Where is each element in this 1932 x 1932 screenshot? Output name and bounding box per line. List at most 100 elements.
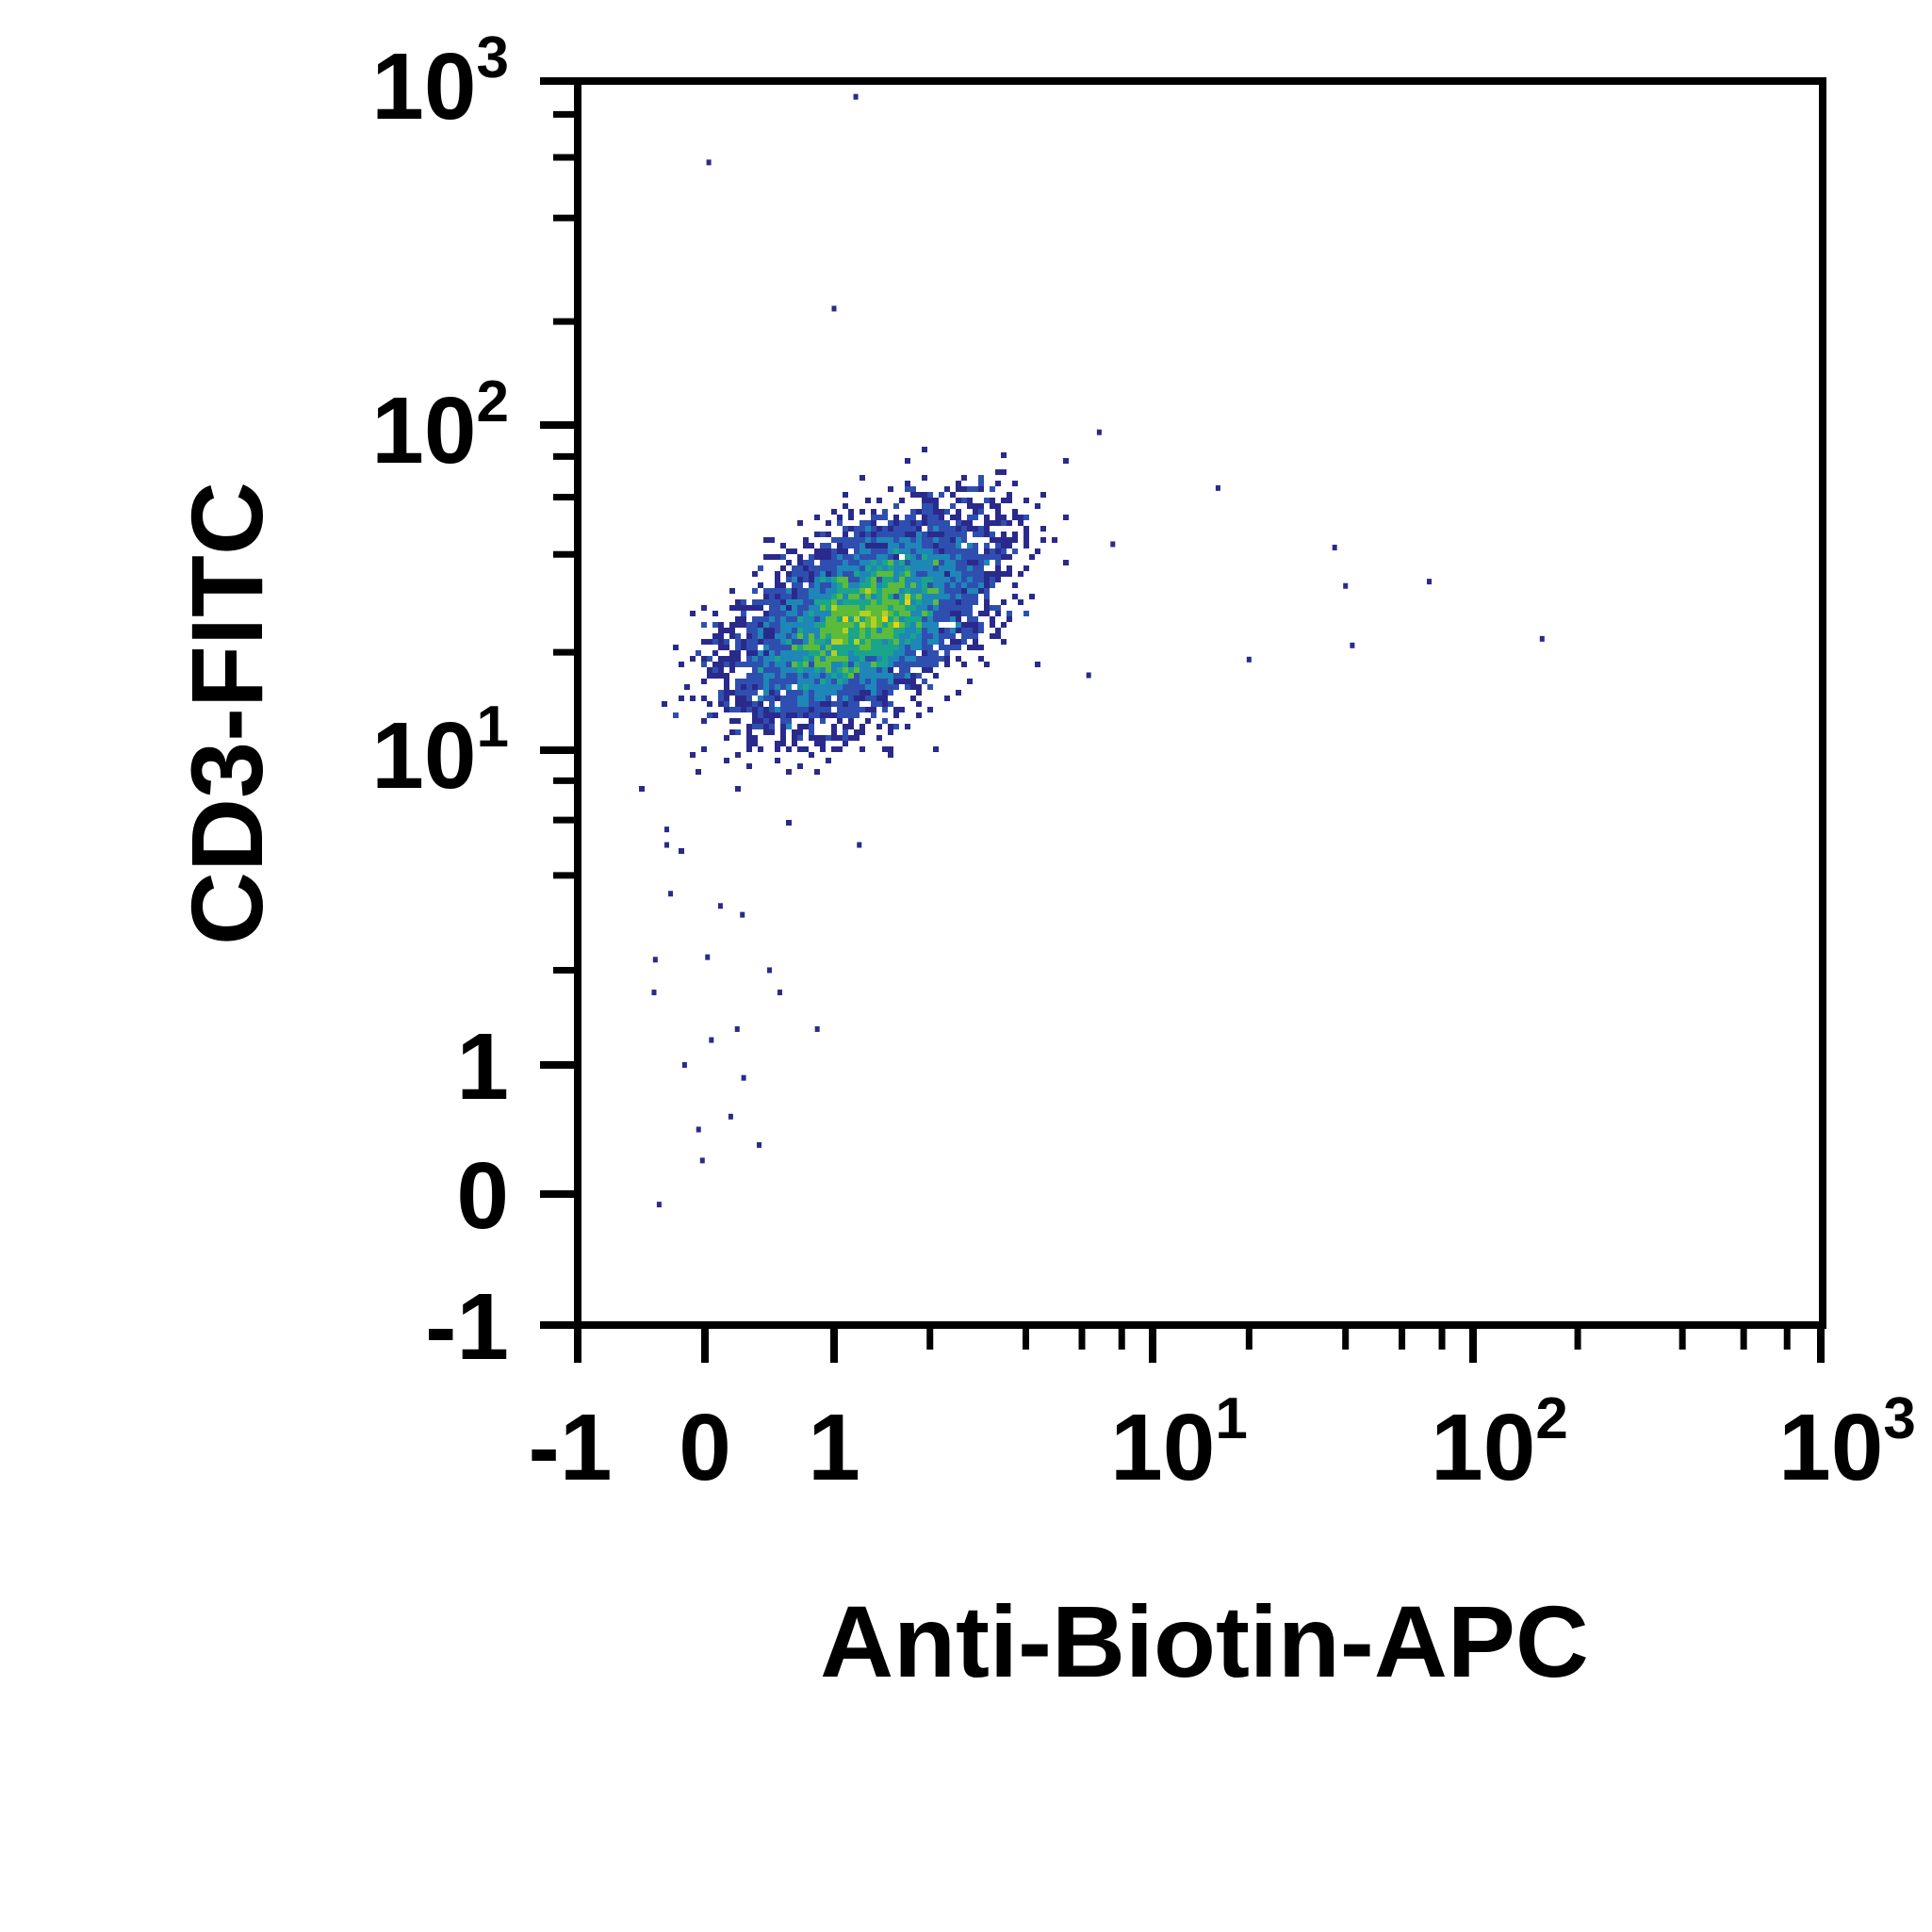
density-bin	[860, 605, 865, 611]
density-bin	[956, 554, 961, 560]
density-bin	[905, 628, 910, 633]
density-bin	[922, 594, 927, 599]
density-bin	[990, 605, 995, 611]
density-bin	[905, 486, 910, 492]
density-bin	[927, 616, 933, 622]
density-bin	[775, 616, 780, 622]
data-point	[740, 911, 745, 918]
density-bin	[916, 571, 922, 577]
density-bin	[837, 662, 843, 667]
density-bin	[843, 673, 848, 679]
density-bin	[871, 560, 876, 565]
density-bin	[927, 509, 933, 515]
density-bin	[990, 622, 995, 628]
density-bin	[826, 611, 831, 616]
density-bin	[910, 509, 916, 515]
density-bin	[888, 752, 893, 758]
density-bin	[905, 667, 910, 673]
density-bin	[888, 577, 893, 582]
data-point	[767, 967, 772, 974]
density-bin	[933, 520, 939, 526]
density-bin	[888, 548, 893, 554]
density-bin	[843, 741, 848, 746]
density-bin	[775, 662, 780, 667]
density-bin	[922, 616, 927, 622]
density-bin	[922, 532, 927, 537]
density-bin	[837, 673, 843, 679]
density-bin	[950, 565, 956, 571]
density-bin	[701, 622, 707, 628]
density-bin	[724, 735, 729, 741]
density-bin	[735, 656, 741, 662]
density-bin	[741, 679, 746, 684]
density-bin	[831, 690, 837, 696]
density-bin	[876, 628, 882, 633]
density-bin	[786, 645, 792, 650]
density-bin	[984, 577, 990, 582]
density-bin	[1023, 611, 1029, 616]
density-bin	[831, 509, 837, 515]
density-bin	[718, 701, 724, 707]
density-bin	[939, 560, 944, 565]
density-bin	[1007, 554, 1012, 560]
density-bin	[899, 616, 905, 622]
density-bin	[780, 729, 786, 735]
density-bin	[752, 684, 758, 690]
density-bin	[944, 548, 950, 554]
density-bin	[843, 582, 848, 588]
density-bin	[758, 599, 763, 605]
density-bin	[893, 577, 899, 582]
density-bin	[876, 735, 882, 741]
density-bin	[848, 701, 854, 707]
density-bin	[775, 712, 780, 718]
density-bin	[729, 588, 735, 594]
density-bin	[843, 548, 848, 554]
density-bin	[854, 712, 860, 718]
density-bin	[814, 645, 820, 650]
density-bin	[701, 746, 707, 752]
density-bin	[809, 616, 814, 622]
density-bin	[950, 554, 956, 560]
density-bin	[961, 526, 967, 532]
density-bin	[848, 577, 854, 582]
density-bin	[775, 554, 780, 560]
density-bin	[673, 712, 679, 718]
density-bin	[826, 701, 831, 707]
density-bin	[746, 746, 752, 752]
density-bin	[910, 515, 916, 520]
density-bin	[797, 667, 803, 673]
density-bin	[893, 650, 899, 656]
data-point	[656, 1202, 662, 1208]
density-bin	[984, 560, 990, 565]
density-bin	[843, 577, 848, 582]
density-bin	[843, 588, 848, 594]
data-point	[1246, 656, 1252, 663]
density-bin	[803, 543, 809, 548]
density-bin	[786, 746, 792, 752]
density-bin	[820, 645, 826, 650]
density-bin	[735, 718, 741, 724]
density-bin	[837, 696, 843, 701]
density-bin	[746, 707, 752, 712]
density-bin	[995, 515, 1001, 520]
density-bin	[837, 605, 843, 611]
density-bin	[792, 679, 797, 684]
density-bin	[973, 639, 978, 645]
density-bin	[927, 543, 933, 548]
density-bin	[792, 667, 797, 673]
density-bin	[871, 532, 876, 537]
density-bin	[786, 650, 792, 656]
density-bin	[876, 616, 882, 622]
density-bin	[910, 599, 916, 605]
density-bin	[990, 582, 995, 588]
density-bin	[837, 594, 843, 599]
density-bin	[944, 520, 950, 526]
density-bin	[893, 594, 899, 599]
density-bin	[848, 611, 854, 616]
density-bin	[910, 662, 916, 667]
density-bin	[910, 537, 916, 543]
density-bin	[763, 729, 769, 735]
data-point	[706, 159, 712, 166]
density-bin	[775, 645, 780, 650]
density-bin	[871, 554, 876, 560]
